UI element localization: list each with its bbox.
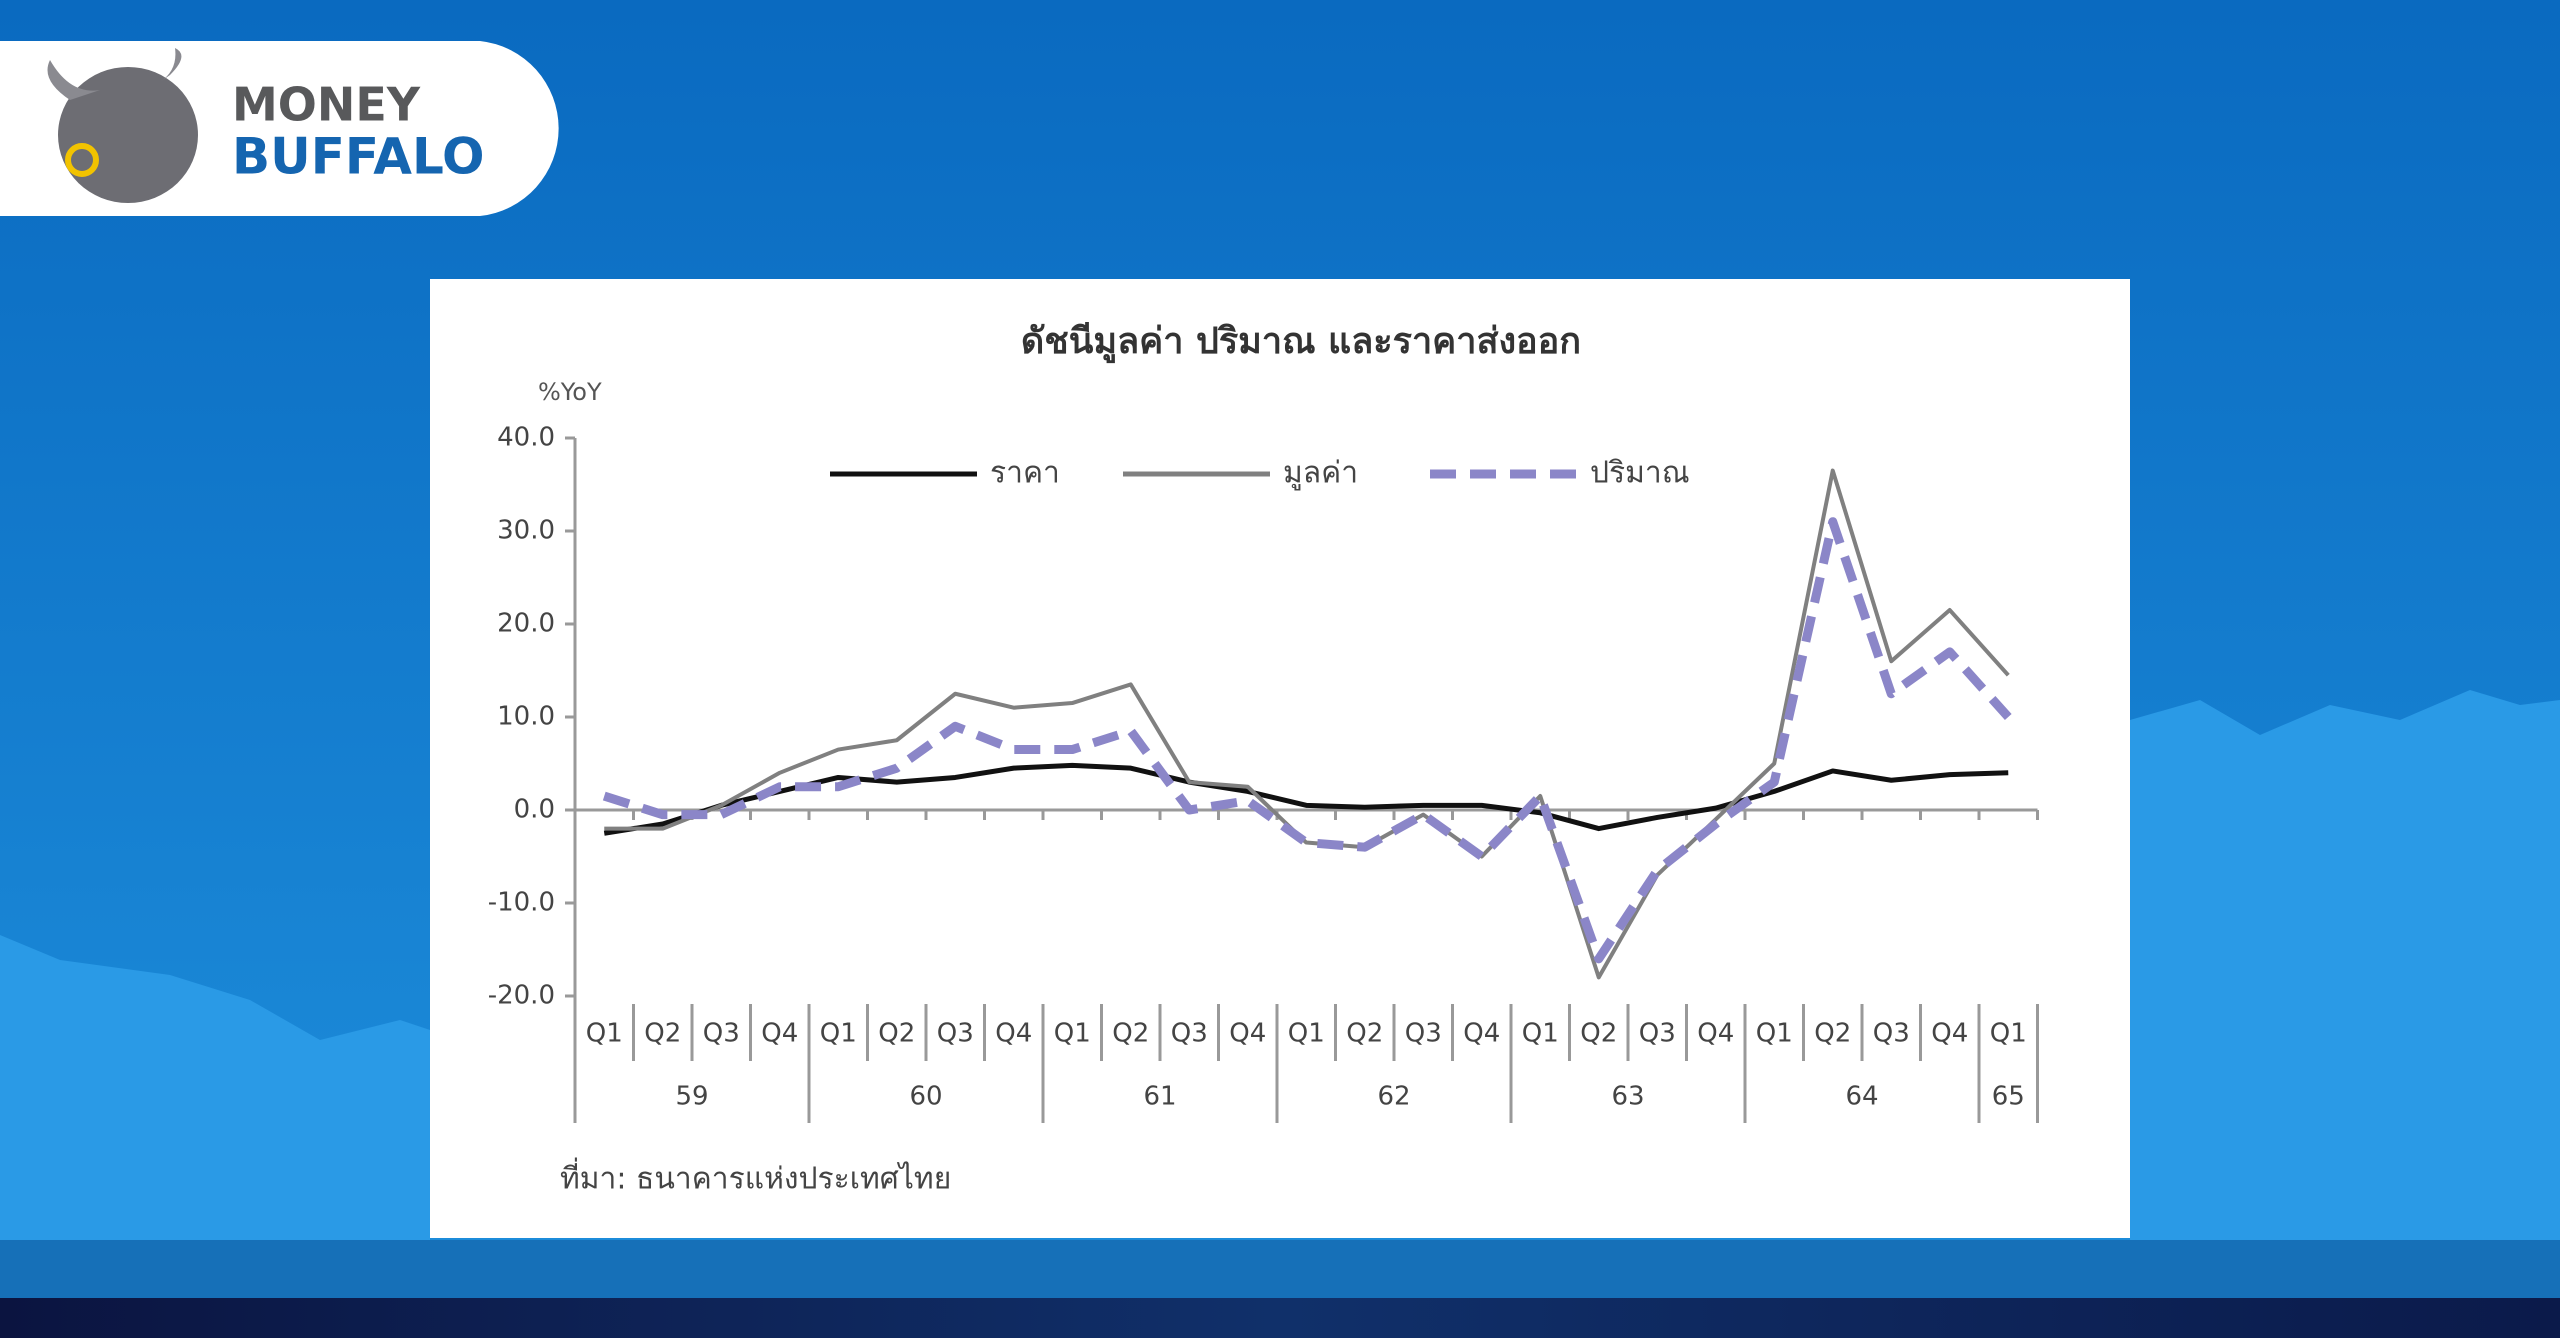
bottom-bar: [0, 1298, 2560, 1338]
year-label: 60: [909, 1082, 942, 1112]
y-tick-label: 30.0: [497, 516, 555, 546]
x-tick-label: Q1: [1288, 1019, 1325, 1049]
series-line: [604, 468, 2010, 980]
chart-title: ดัชนีมูลค่า ปริมาณ และราคาส่งออก: [1021, 321, 1581, 364]
x-tick-label: Q4: [1931, 1019, 1968, 1049]
x-tick-label: Q2: [1112, 1019, 1149, 1049]
x-tick-label: Q4: [761, 1019, 798, 1049]
x-tick-label: Q2: [1814, 1019, 1851, 1049]
x-tick-label: Q1: [1522, 1019, 1559, 1049]
logo-icon: [58, 67, 198, 203]
legend-label: ราคา: [990, 456, 1060, 491]
y-tick-label: -20.0: [488, 981, 555, 1011]
legend-label: มูลค่า: [1283, 456, 1358, 491]
decor: [2130, 690, 2560, 1338]
series-line: [603, 762, 2009, 836]
legend-label: ปริมาณ: [1590, 456, 1690, 491]
x-tick-label: Q4: [1463, 1019, 1500, 1049]
x-tick-label: Q2: [878, 1019, 915, 1049]
x-tick-label: Q3: [1405, 1019, 1442, 1049]
x-tick-label: Q3: [703, 1019, 740, 1049]
year-label: 64: [1845, 1082, 1878, 1112]
brand-line1: MONEY: [232, 78, 421, 132]
x-tick-label: Q1: [1054, 1019, 1091, 1049]
y-tick-label: 20.0: [497, 609, 555, 639]
x-tick-label: Q1: [586, 1019, 623, 1049]
y-axis-label: %YoY: [538, 378, 602, 406]
y-tick-label: 40.0: [497, 423, 555, 453]
logo-ring: [65, 143, 99, 177]
chart-panel: [430, 279, 2130, 1238]
decor: [0, 1240, 2560, 1298]
year-label: 63: [1611, 1082, 1644, 1112]
year-label: 59: [675, 1082, 708, 1112]
x-tick-label: Q1: [1990, 1019, 2027, 1049]
x-tick-label: Q2: [1580, 1019, 1617, 1049]
x-tick-label: Q1: [820, 1019, 857, 1049]
source-note: ที่มา: ธนาคารแห่งประเทศไทย: [560, 1158, 951, 1197]
x-tick-label: Q4: [995, 1019, 1032, 1049]
x-tick-label: Q3: [1639, 1019, 1676, 1049]
y-tick-label: 0.0: [514, 795, 555, 825]
x-tick-label: Q3: [1171, 1019, 1208, 1049]
x-tick-label: Q4: [1229, 1019, 1266, 1049]
x-tick-label: Q2: [1346, 1019, 1383, 1049]
x-tick-label: Q2: [644, 1019, 681, 1049]
year-label: 62: [1377, 1082, 1410, 1112]
y-tick-label: 10.0: [497, 702, 555, 732]
brand-line2: BUFFALO: [232, 128, 485, 186]
year-label: 61: [1143, 1082, 1176, 1112]
x-tick-label: Q4: [1697, 1019, 1734, 1049]
series-line: [602, 517, 2012, 964]
x-tick-label: Q3: [1873, 1019, 1910, 1049]
x-tick-label: Q3: [937, 1019, 974, 1049]
decor: [0, 935, 430, 1338]
year-label: 65: [1992, 1082, 2025, 1112]
y-tick-label: -10.0: [488, 888, 555, 918]
x-tick-label: Q1: [1756, 1019, 1793, 1049]
